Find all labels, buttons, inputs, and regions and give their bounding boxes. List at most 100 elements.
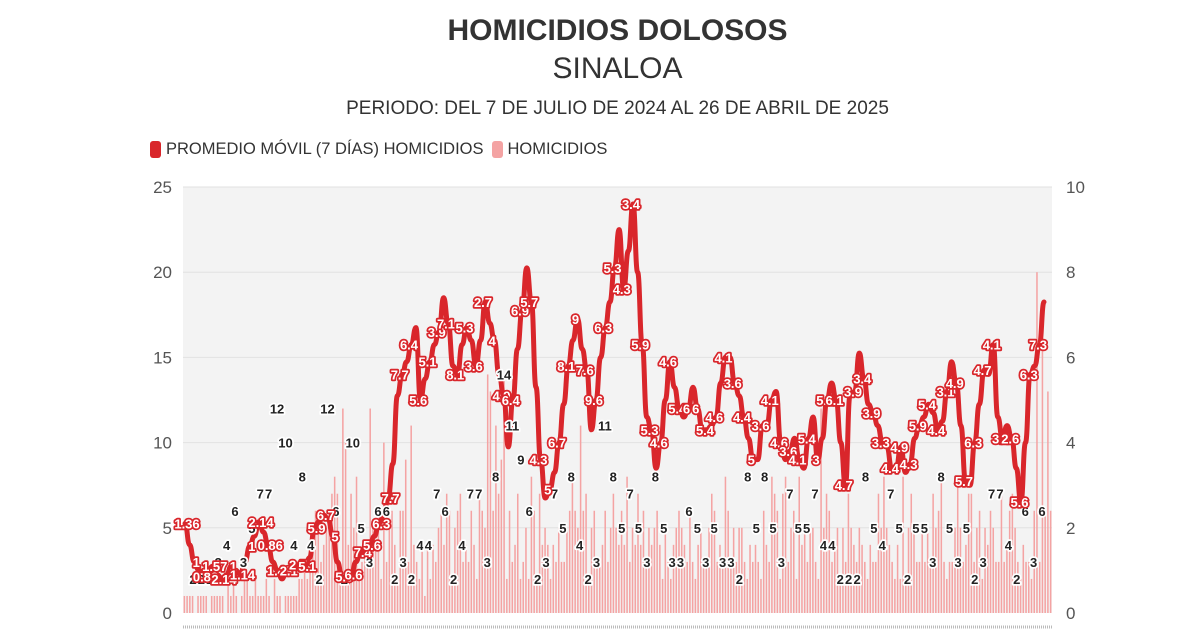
bar — [792, 510, 795, 613]
bar — [1028, 561, 1030, 613]
bar — [186, 595, 188, 613]
bar-value-label: 3 — [240, 555, 247, 570]
bar-value-label: 4 — [290, 538, 298, 553]
moving-average-value-label: 4.3 — [899, 457, 917, 472]
bar — [716, 561, 719, 613]
bar — [301, 578, 303, 613]
bar — [910, 493, 913, 613]
bar — [757, 561, 759, 613]
bar — [582, 510, 585, 613]
bar — [342, 408, 344, 613]
moving-average-value-label: 2.1 — [280, 563, 298, 578]
bar — [672, 544, 675, 613]
moving-average-value-label: 6.4 — [502, 393, 521, 408]
bar — [905, 578, 907, 613]
bar — [197, 595, 199, 613]
bar-value-label: 4 — [879, 538, 887, 553]
bar — [918, 561, 921, 613]
right-axis-tick-label: 8 — [1066, 263, 1075, 282]
bar-value-label: 5 — [618, 521, 625, 536]
bar — [303, 561, 306, 613]
bar — [1022, 544, 1025, 613]
bar-value-label: 3 — [929, 555, 936, 570]
bar — [495, 425, 497, 613]
bar — [858, 527, 861, 613]
bar — [609, 527, 612, 613]
bar — [511, 561, 514, 613]
bar — [519, 578, 522, 613]
bar — [653, 527, 656, 613]
bar — [708, 527, 710, 613]
bar — [276, 595, 279, 613]
moving-average-value-label: 5.4 — [918, 397, 937, 412]
bar-value-label: 2 — [198, 572, 205, 587]
bar — [325, 527, 328, 613]
bar — [421, 544, 423, 613]
bar — [374, 544, 377, 613]
bar — [284, 595, 287, 613]
moving-average-value-label: 3.9 — [428, 325, 446, 340]
bar — [394, 544, 396, 613]
bar — [607, 561, 609, 613]
moving-average-value-label: 4.1 — [714, 350, 732, 365]
bar — [549, 578, 552, 613]
moving-average-value-label: 7.1 — [437, 316, 455, 331]
moving-average-value-label: 5.4 — [668, 402, 687, 417]
right-axis-tick-label: 2 — [1066, 519, 1075, 538]
bar — [426, 544, 429, 613]
bar — [454, 527, 456, 613]
legend-swatch-moving-average — [150, 141, 161, 158]
moving-average-value-label: 5 — [331, 529, 338, 544]
bar-value-label: 7 — [257, 487, 264, 502]
bar-value-label: 7 — [988, 487, 995, 502]
bar-value-label: 4 — [828, 538, 836, 553]
bar — [970, 493, 973, 613]
moving-average-value-label: 6.3 — [372, 517, 390, 532]
bar — [768, 561, 770, 613]
moving-average-value-label: 5.7 — [955, 474, 973, 489]
bar-value-label: 8 — [299, 470, 306, 485]
moving-average-value-label: 1.57 — [202, 559, 227, 574]
bar — [694, 578, 697, 613]
bar — [219, 595, 221, 613]
bar-value-label: 4 — [425, 538, 433, 553]
bar-value-label: 3 — [484, 555, 491, 570]
bar — [978, 510, 981, 613]
bar — [765, 544, 768, 613]
bar — [929, 561, 932, 613]
moving-average-value-label: 6.3 — [964, 436, 982, 451]
moving-average-value-label: 3.9 — [844, 384, 862, 399]
bar — [743, 561, 746, 613]
moving-average-value-label: 5.1 — [298, 559, 316, 574]
bar — [440, 510, 443, 613]
left-axis-tick-label: 25 — [153, 178, 172, 197]
bar — [776, 510, 779, 613]
bar — [249, 595, 251, 613]
bar — [372, 527, 374, 613]
bar — [481, 510, 483, 613]
legend-item-homicidios[interactable]: HOMICIDIOS — [491, 140, 607, 159]
bar — [563, 561, 565, 613]
bar — [888, 544, 891, 613]
bar-value-label: 12 — [270, 402, 284, 417]
bar-value-label: 5 — [769, 521, 776, 536]
moving-average-value-label: 9.6 — [585, 393, 603, 408]
bar — [724, 476, 727, 613]
bar-value-label: 6 — [442, 504, 449, 519]
moving-average-value-label: 6.7 — [548, 436, 566, 451]
bar — [383, 442, 385, 613]
moving-average-value-label: 7.7 — [391, 367, 409, 382]
bar — [541, 544, 544, 613]
bar — [216, 595, 218, 613]
bar — [396, 578, 399, 613]
bar — [596, 561, 598, 613]
legend-item-moving-average[interactable]: PROMEDIO MÓVIL (7 DÍAS) HOMICIDIOS — [150, 140, 484, 159]
bar-value-label: 7 — [811, 487, 818, 502]
bar-value-label: 14 — [497, 367, 512, 382]
bar — [896, 544, 899, 613]
bar — [795, 578, 798, 613]
bar — [1019, 578, 1022, 613]
bar-value-label: 2 — [584, 572, 591, 587]
bar-value-label: 3 — [727, 555, 734, 570]
bar — [874, 561, 877, 613]
